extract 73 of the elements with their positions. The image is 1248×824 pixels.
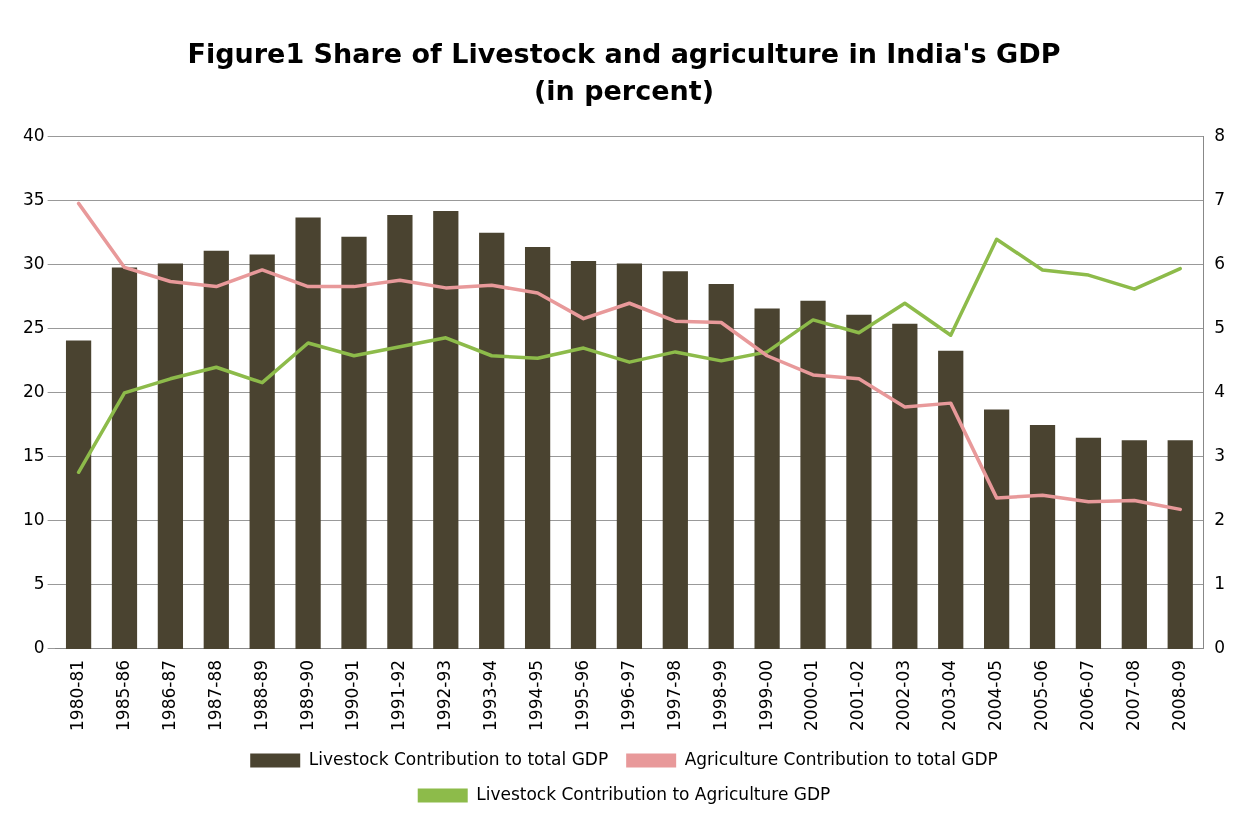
x-tick-label: 1996-97: [617, 659, 638, 731]
x-tick-label: 1988-89: [250, 659, 271, 731]
bar: [662, 271, 688, 649]
y2-tick-label: 4: [1214, 381, 1226, 402]
x-tick-label: 1987-88: [204, 659, 225, 731]
y2-tick-label: 3: [1214, 445, 1226, 466]
bar: [1167, 440, 1193, 649]
x-tick-label: 1999-00: [755, 659, 776, 731]
legend-label: Agriculture Contribution to total GDP: [684, 748, 998, 769]
y-tick-label: 40: [22, 125, 45, 146]
bar: [65, 340, 92, 649]
bar: [157, 263, 184, 649]
x-tick-label: 1989-90: [296, 659, 317, 731]
y-tick-label: 10: [22, 509, 45, 530]
x-tick-label: 2003-04: [939, 659, 960, 731]
x-tick-label: 1992-93: [434, 659, 455, 731]
bar: [1121, 440, 1147, 649]
x-tick-label: 2001-02: [847, 659, 868, 731]
bar: [295, 217, 321, 649]
x-tick-label: 2000-01: [801, 659, 822, 731]
x-tick-label: 2002-03: [893, 659, 914, 731]
chart-subtitle: (in percent): [534, 74, 714, 106]
bar: [341, 236, 367, 649]
x-tick-label: 1991-92: [388, 659, 409, 731]
bar: [1029, 424, 1056, 649]
x-tick-label: 1990-91: [342, 659, 363, 731]
x-tick-label: 2007-08: [1122, 659, 1143, 731]
bar: [616, 263, 643, 649]
bar: [433, 211, 459, 649]
x-tick-label: 1993-94: [480, 659, 501, 731]
x-tick-label: 2008-09: [1168, 659, 1189, 731]
bar: [846, 314, 872, 649]
y-tick-label: 25: [22, 317, 45, 338]
x-tick-label: 1985-86: [112, 659, 133, 731]
y2-tick-label: 7: [1214, 189, 1226, 210]
bar: [111, 267, 138, 649]
y-tick-label: 30: [22, 253, 45, 274]
bar: [1075, 437, 1102, 649]
x-tick-label: 1994-95: [526, 659, 547, 731]
x-tick-label: 1995-96: [571, 659, 592, 731]
y-tick-label: 5: [33, 573, 45, 594]
x-tick-label: 1997-98: [663, 659, 684, 731]
chart-title: Figure1 Share of Livestock and agriculture in India's GDP: [187, 38, 1061, 70]
bar: [479, 232, 505, 649]
bar: [203, 250, 229, 649]
y2-tick-label: 8: [1214, 125, 1226, 146]
x-tick-label: 1998-99: [709, 659, 730, 731]
bar: [892, 323, 918, 649]
x-tick-label: 2006-07: [1076, 659, 1097, 731]
x-tick-label: 2004-05: [985, 659, 1006, 731]
y2-tick-label: 6: [1214, 253, 1226, 274]
bar: [754, 308, 780, 649]
y2-tick-label: 5: [1214, 317, 1226, 338]
x-tick-label: 1980-81: [67, 659, 87, 731]
bar: [249, 254, 275, 649]
y-tick-label: 0: [33, 637, 45, 658]
bar: [984, 409, 1010, 649]
bar: [387, 214, 413, 649]
legend-label: Livestock Contribution to total GDP: [308, 748, 609, 769]
y2-tick-label: 2: [1214, 509, 1226, 530]
y2-tick-label: 1: [1214, 573, 1226, 594]
x-tick-label: 2005-06: [1030, 659, 1051, 731]
y2-tick-label: 0: [1214, 637, 1226, 658]
y-tick-label: 35: [22, 189, 45, 210]
bar: [570, 261, 597, 649]
bar: [524, 246, 551, 649]
legend-label: Livestock Contribution to Agriculture GDP: [476, 783, 831, 804]
x-tick-label: 1986-87: [158, 659, 179, 731]
bar: [938, 350, 964, 649]
y-tick-label: 20: [22, 381, 45, 402]
bar: [800, 300, 826, 649]
bar: [708, 284, 734, 649]
y-tick-label: 15: [22, 445, 45, 466]
